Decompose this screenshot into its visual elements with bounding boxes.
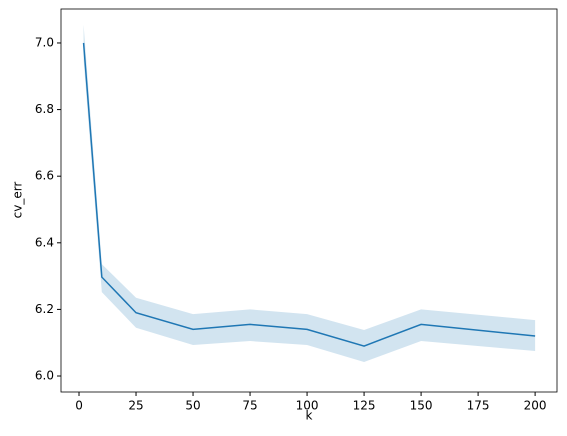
- x-tick-label: 50: [185, 399, 200, 413]
- y-tick-label: 6.4: [35, 235, 54, 249]
- x-tick-label: 150: [410, 399, 433, 413]
- confidence-band: [83, 24, 536, 363]
- y-axis-label: cv_err: [11, 182, 25, 219]
- x-tick-label: 75: [242, 399, 257, 413]
- x-tick-label: 175: [467, 399, 490, 413]
- x-tick-label: 0: [75, 399, 83, 413]
- x-axis-label: k: [306, 409, 313, 423]
- x-tick-label: 100: [296, 399, 319, 413]
- y-tick-label: 6.0: [35, 369, 54, 383]
- y-tick-label: 7.0: [35, 35, 54, 49]
- line: [82, 42, 536, 347]
- x-tick-label: 200: [524, 399, 547, 413]
- plot-frame: [60, 8, 558, 393]
- x-tick-label: 125: [353, 399, 376, 413]
- y-tick-label: 6.2: [35, 302, 54, 316]
- y-tick-label: 6.8: [35, 102, 54, 116]
- y-tick-label: 6.6: [35, 169, 54, 183]
- x-tick-label: 25: [128, 399, 143, 413]
